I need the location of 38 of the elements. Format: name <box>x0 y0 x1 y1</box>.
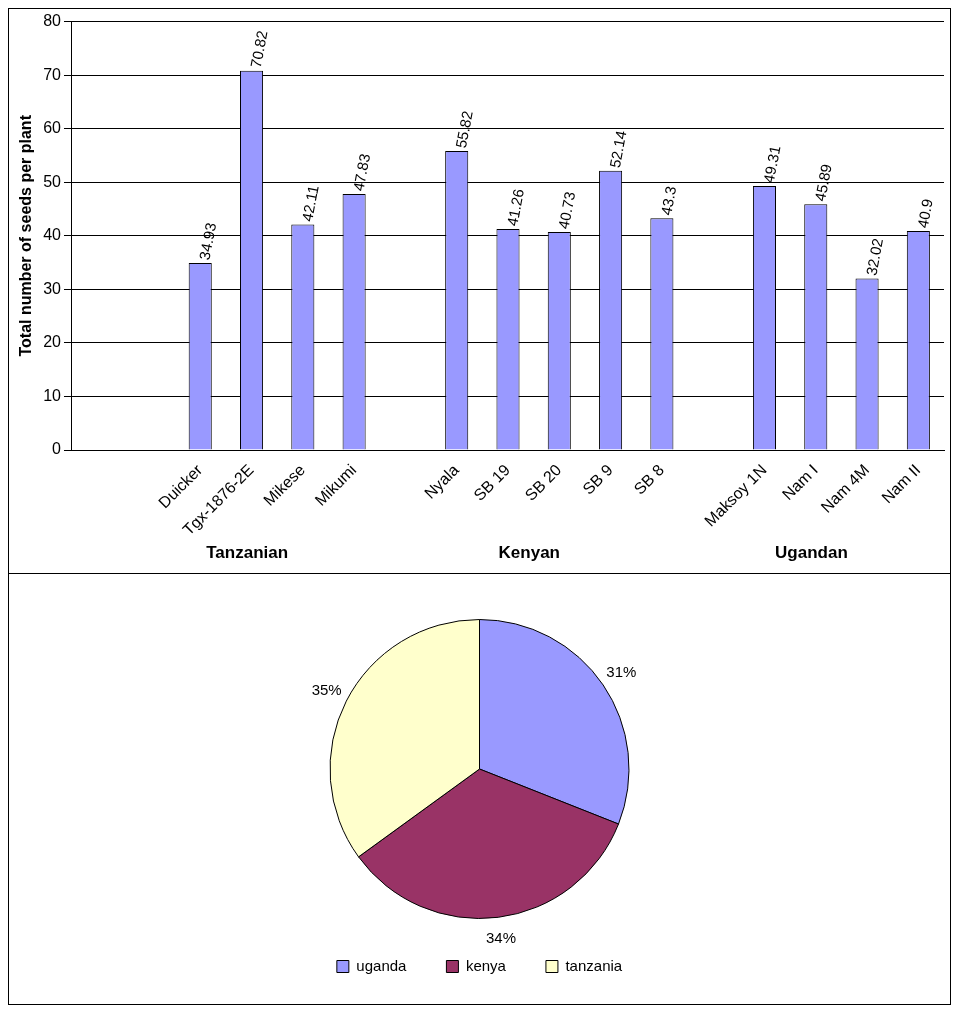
data-label: 70.82 <box>246 29 271 70</box>
data-label: 40.73 <box>554 190 579 231</box>
text: Kenyan <box>498 543 560 563</box>
x-tick-label: SB 20 <box>521 460 565 504</box>
x-tick-label: SB 9 <box>579 460 616 498</box>
data-label: 45.89 <box>811 162 835 203</box>
data-label: 47.83 <box>349 152 374 193</box>
data-label: 52.14 <box>605 129 630 170</box>
y-tick-label: 80 <box>43 12 62 30</box>
y-tick-label: 0 <box>52 440 62 458</box>
y-tick-label: 40 <box>43 226 62 244</box>
data-label: 34% <box>485 929 517 947</box>
legend-label: kenya <box>465 956 507 974</box>
legend-label: tanzania <box>565 956 623 974</box>
y-tick-label: 10 <box>43 386 62 404</box>
y-tick-label: 50 <box>43 172 62 190</box>
data-label: 41.26 <box>503 187 528 228</box>
text: Tanzanian <box>206 543 289 563</box>
data-label: 40.9 <box>913 197 936 230</box>
data-label: 49.31 <box>759 144 784 185</box>
x-tick-label: Nam I <box>778 461 821 504</box>
x-tick-label: SB 19 <box>470 460 514 504</box>
data-label: 43.3 <box>657 184 680 217</box>
y-tick-label: 30 <box>43 279 62 297</box>
y-tick-label: 70 <box>43 65 62 83</box>
data-label: 34.93 <box>195 221 220 262</box>
data-label: 42.11 <box>298 183 322 223</box>
data-label: 55.82 <box>452 109 476 150</box>
data-label: 35% <box>311 681 342 699</box>
y-tick-label: 20 <box>43 333 62 351</box>
x-tick-label: Nam II <box>878 461 924 507</box>
y-tick-label: 60 <box>43 119 62 137</box>
text: Ugandan <box>775 543 848 563</box>
data-label: 31% <box>606 662 637 680</box>
data-label: 32.02 <box>862 236 887 277</box>
y-axis-title: Total number of seeds per plant <box>17 114 35 357</box>
legend-label: uganda <box>356 956 408 974</box>
x-tick-label: SB 8 <box>630 460 668 498</box>
